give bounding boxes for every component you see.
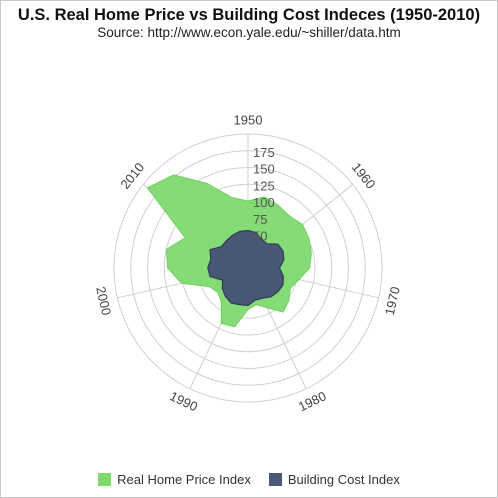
- legend: Real Home Price Index Building Cost Inde…: [1, 472, 497, 487]
- radial-tick-label: 50: [253, 229, 267, 244]
- chart-subtitle: Source: http://www.econ.yale.edu/~shille…: [97, 25, 401, 40]
- angular-label: 2010: [117, 160, 147, 192]
- radial-tick-label: 175: [253, 145, 275, 160]
- radial-tick-label: 75: [253, 212, 267, 227]
- angular-label: 1950: [234, 113, 263, 128]
- legend-label-real-home-price: Real Home Price Index: [117, 472, 251, 487]
- angular-label: 1980: [296, 388, 329, 414]
- series-area-building-cost[interactable]: [207, 229, 285, 307]
- radial-tick-label: 125: [253, 178, 275, 193]
- radial-tick-label: 150: [253, 162, 275, 177]
- angular-label: 1960: [349, 160, 379, 192]
- legend-item-building-cost[interactable]: Building Cost Index: [268, 472, 400, 487]
- chart-title: U.S. Real Home Price vs Building Cost In…: [17, 6, 481, 24]
- series-layer: [146, 174, 312, 328]
- angular-labels: 1950 1960 1970 1980 1990 2000 2010: [93, 113, 403, 415]
- radial-tick-label: 100: [253, 195, 275, 210]
- legend-item-real-home-price[interactable]: Real Home Price Index: [98, 472, 251, 487]
- legend-swatch-real-home-price: [98, 473, 112, 486]
- angular-label: 1990: [167, 388, 200, 414]
- angular-label: 2000: [93, 285, 114, 317]
- legend-swatch-building-cost: [268, 473, 282, 486]
- angular-label: 1970: [382, 285, 403, 317]
- legend-label-building-cost: Building Cost Index: [287, 472, 400, 487]
